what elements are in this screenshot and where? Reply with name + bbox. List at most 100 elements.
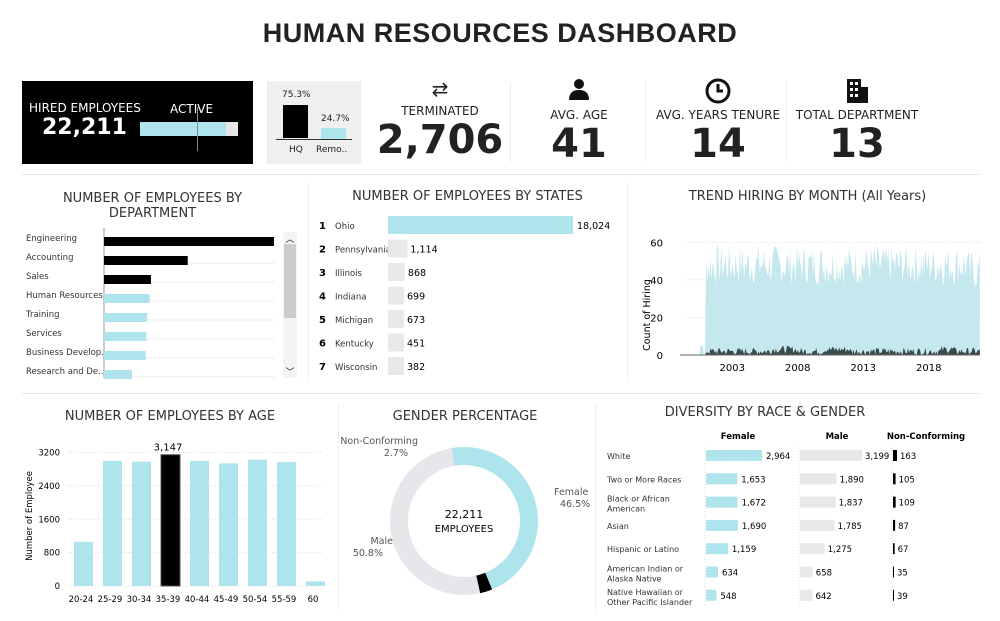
nonconforming-bar[interactable]: [893, 543, 895, 555]
dept-bar[interactable]: [104, 237, 274, 246]
age-bar[interactable]: [219, 463, 238, 586]
state-label: Kentucky: [335, 340, 374, 350]
person-icon: [569, 79, 589, 100]
slice-pct: 46.5%: [560, 499, 590, 510]
age-bar[interactable]: [103, 460, 122, 586]
state-bar[interactable]: [388, 239, 408, 258]
female-bar[interactable]: [706, 473, 738, 485]
remote-bar[interactable]: [321, 128, 346, 139]
nonconforming-value: 87: [898, 522, 909, 532]
race-label: Asian: [607, 522, 629, 531]
dept-scrollbar[interactable]: ︿ ﹀: [283, 232, 297, 378]
age-bar[interactable]: [132, 461, 151, 586]
male-bar[interactable]: [800, 566, 813, 578]
male-bar[interactable]: [800, 473, 837, 485]
dept-bar[interactable]: [104, 256, 188, 265]
nonconforming-bar[interactable]: [893, 496, 896, 508]
page-title: HUMAN RESOURCES DASHBOARD: [262, 18, 738, 48]
female-bar[interactable]: [706, 450, 762, 461]
nonconforming-bar[interactable]: [893, 450, 897, 461]
dept-bar[interactable]: [104, 370, 132, 379]
y-tick: 0: [55, 582, 60, 592]
dept-bar[interactable]: [104, 332, 147, 341]
age-bar[interactable]: [160, 454, 181, 587]
female-bar[interactable]: [706, 519, 738, 531]
age-bar[interactable]: [190, 460, 209, 586]
state-bar[interactable]: [388, 263, 405, 281]
age-bar[interactable]: [248, 459, 267, 586]
state-bar[interactable]: [388, 286, 404, 305]
diversity-title: DIVERSITY BY RACE & GENDER: [664, 405, 866, 420]
states-chart: 1 Ohio 18,024 2 Pennsylvania 1,114 3 Illinois 86…: [319, 216, 610, 375]
race-label: American Indian or Alaska Native: [607, 565, 684, 584]
dept-bar[interactable]: [104, 275, 151, 284]
female-value: 548: [720, 592, 736, 602]
male-value: 3,199: [865, 452, 889, 462]
female-value: 634: [722, 569, 738, 579]
male-bar[interactable]: [800, 450, 862, 461]
gender-slice-non-conforming[interactable]: [476, 572, 493, 594]
x-tick: 25-29: [98, 595, 123, 605]
race-label: Two or More Races: [606, 475, 681, 484]
state-value: 673: [407, 315, 425, 326]
dept-bar[interactable]: [104, 351, 146, 360]
dept-bar[interactable]: [104, 313, 148, 322]
age-bar[interactable]: [277, 462, 296, 586]
active-target-line: [197, 107, 198, 151]
tenure-label: AVG. YEARS TENURE: [655, 108, 781, 122]
nonconforming-value: 67: [898, 545, 909, 555]
gender-slice-female[interactable]: [451, 436, 550, 593]
state-bar[interactable]: [388, 333, 404, 352]
slice-name: Non-Conforming: [340, 436, 418, 447]
scroll-down-icon[interactable]: ﹀: [285, 368, 295, 378]
female-bar[interactable]: [706, 543, 728, 555]
x-tick: 35-39: [156, 595, 181, 605]
nonconforming-bar[interactable]: [893, 589, 894, 601]
state-bar[interactable]: [388, 357, 404, 375]
dept-label: Training: [25, 310, 60, 320]
scroll-thumb[interactable]: [284, 244, 296, 318]
female-bar[interactable]: [706, 589, 717, 601]
gender-slice-male[interactable]: [379, 447, 481, 606]
male-bar[interactable]: [800, 543, 825, 555]
column-header: Female: [721, 432, 756, 442]
state-bar[interactable]: [388, 216, 573, 234]
nonconforming-bar[interactable]: [893, 473, 896, 485]
dept-bar[interactable]: [104, 294, 150, 303]
y-tick: 20: [650, 313, 663, 324]
x-tick: 20-24: [69, 595, 94, 605]
male-bar[interactable]: [800, 496, 836, 508]
trend-area-terminated[interactable]: [693, 345, 980, 355]
dept-label: Accounting: [26, 253, 73, 263]
active-bar-track: [140, 122, 238, 136]
gender-title: GENDER PERCENTAGE: [392, 409, 538, 424]
female-bar[interactable]: [706, 496, 738, 508]
age-chart: 0 800 1600 2400 3200 Number of Employee 20-24 2…: [25, 443, 325, 605]
x-tick: 2008: [785, 363, 810, 374]
race-label: Native Hawaiian or Other Pacific Islander: [607, 588, 693, 607]
x-tick: 2003: [720, 363, 745, 374]
center-value: 22,211: [445, 508, 484, 521]
state-value: 382: [407, 362, 425, 373]
scroll-up-icon[interactable]: ︿: [285, 235, 295, 245]
dept-label: Sales: [26, 272, 49, 282]
hq-bar[interactable]: [283, 105, 308, 138]
dept-label: Research and De..: [26, 367, 104, 377]
female-value: 1,672: [742, 499, 766, 509]
state-bar[interactable]: [388, 310, 404, 328]
female-bar[interactable]: [706, 566, 718, 578]
swap-arrows-icon: ⇄: [431, 77, 449, 101]
y-tick: 0: [657, 351, 663, 362]
terminated-value: 2,706: [376, 117, 504, 163]
column-header: Male: [826, 432, 849, 442]
baseline: [276, 139, 352, 140]
male-bar[interactable]: [800, 519, 835, 531]
age-bar[interactable]: [74, 541, 93, 586]
male-bar[interactable]: [800, 589, 813, 601]
nonconforming-bar[interactable]: [893, 566, 894, 578]
trend-area-hired[interactable]: [693, 244, 980, 355]
y-tick: 1600: [38, 515, 60, 525]
avg-age-kpi: AVG. AGE 41: [514, 78, 644, 166]
nonconforming-bar[interactable]: [893, 519, 896, 531]
age-bar[interactable]: [306, 581, 325, 586]
